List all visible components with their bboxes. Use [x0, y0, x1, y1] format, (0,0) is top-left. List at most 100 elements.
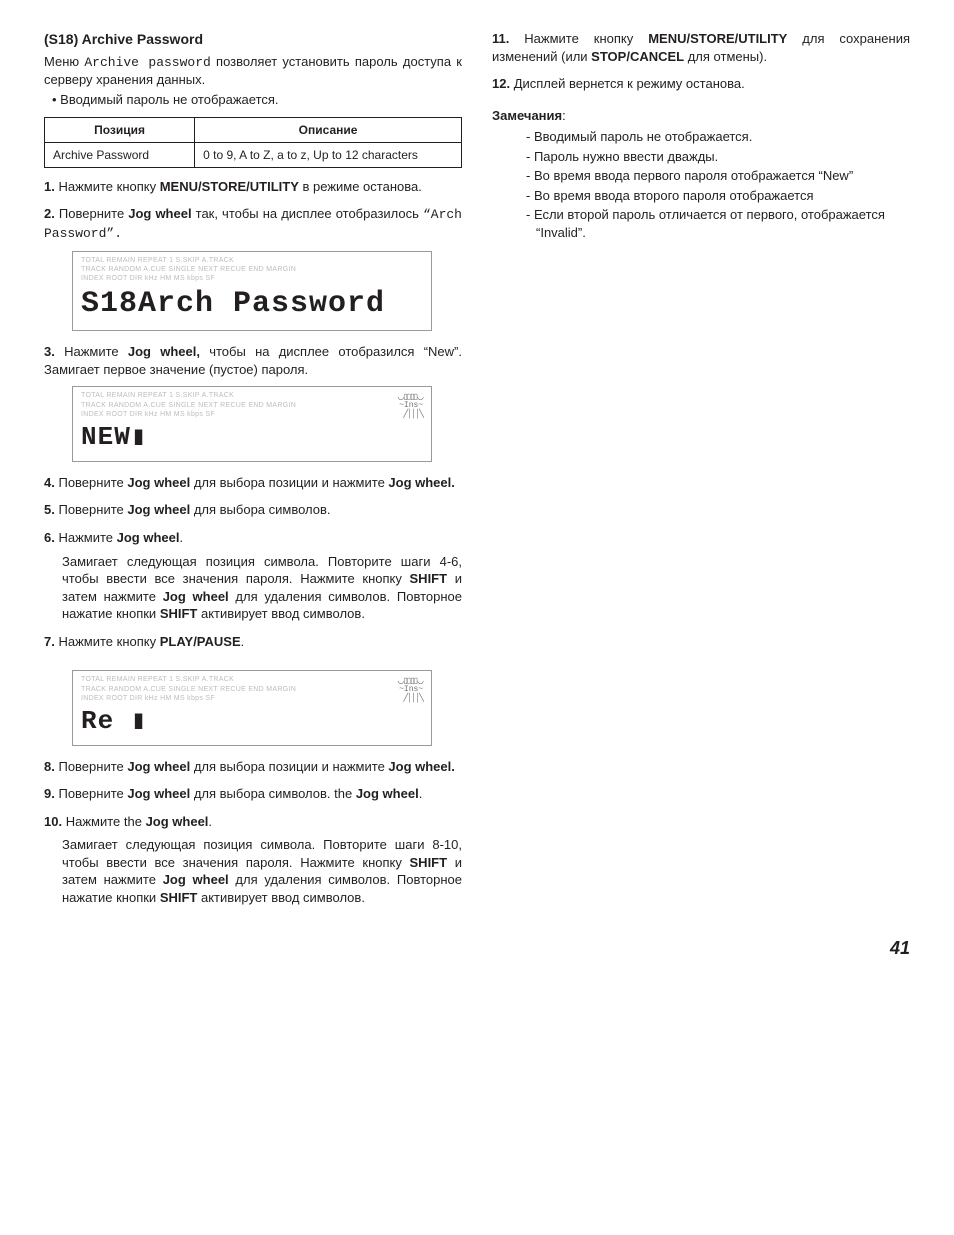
- table-cell-description: 0 to 9, A to Z, a to z, Up to 12 charact…: [195, 142, 462, 167]
- lcd-display-1: TOTAL REMAIN REPEAT 1 S.SKIP A.TRACK TRA…: [72, 251, 432, 332]
- text: для выбора символов.: [194, 502, 331, 517]
- note-item: - Во время ввода первого пароля отобража…: [526, 167, 910, 185]
- page-number: 41: [44, 936, 910, 960]
- notes-heading: Замечания:: [492, 107, 910, 125]
- bold: MENU/STORE/UTILITY: [160, 179, 299, 194]
- bold: Jog wheel: [163, 589, 229, 604]
- lcd-top-line: INDEX ROOT DIR kHz HM MS kbps SF: [81, 274, 296, 283]
- note-item: - Если второй пароль отличается от перво…: [526, 206, 910, 241]
- steps-list: 1. Нажмите кнопку MENU/STORE/UTILITY в р…: [44, 178, 462, 907]
- step-12: 12. Дисплей вернется к режиму останова.: [492, 75, 910, 93]
- bold: Jog wheel: [146, 814, 209, 829]
- step-number: 4.: [44, 475, 55, 490]
- note-item: - Пароль нужно ввести дважды.: [526, 148, 910, 166]
- step-6: 6. Нажмите Jog wheel. Замигает следующая…: [44, 529, 462, 623]
- steps-list-right: 11. Нажмите кнопку MENU/STORE/UTILITY дл…: [492, 30, 910, 93]
- lcd-annotations: TOTAL REMAIN REPEAT 1 S.SKIP A.TRACK TRA…: [73, 387, 431, 419]
- step-number: 11.: [492, 31, 509, 46]
- table-header-position: Позиция: [45, 117, 195, 142]
- bold: PLAY/PAUSE: [160, 634, 241, 649]
- lcd-annotations: TOTAL REMAIN REPEAT 1 S.SKIP A.TRACK TRA…: [73, 252, 431, 284]
- step-10: 10. Нажмите the Jog wheel. Замигает след…: [44, 813, 462, 907]
- text: Замигает следующая позиция символа. Повт…: [62, 554, 462, 587]
- lcd-display-3: ◡▯▯▯▯◡ ~Ins~ ╱│││╲ TOTAL REMAIN REPEAT 1…: [72, 670, 432, 745]
- table-row: Archive Password 0 to 9, A to Z, a to z,…: [45, 142, 462, 167]
- bold: STOP/CANCEL: [591, 49, 684, 64]
- intro-pre: Меню: [44, 54, 84, 69]
- step-number: 5.: [44, 502, 55, 517]
- step-4: 4. Поверните Jog wheel для выбора позици…: [44, 474, 462, 492]
- step-number: 2.: [44, 206, 55, 221]
- step-number: 10.: [44, 814, 62, 829]
- lcd-meter: ◡▯▯▯▯◡ ~Ins~ ╱│││╲: [397, 677, 423, 702]
- text: так, чтобы на дисплее отобразилось: [192, 206, 423, 221]
- bold: Jog wheel: [127, 759, 190, 774]
- table-header-row: Позиция Описание: [45, 117, 462, 142]
- step-5: 5. Поверните Jog wheel для выбора символ…: [44, 501, 462, 519]
- text: .: [419, 786, 423, 801]
- intro-text: Меню Archive password позволяет установи…: [44, 53, 462, 89]
- text: для выбора символов. the: [194, 786, 356, 801]
- step-7: 7. Нажмите кнопку PLAY/PAUSE. ◡▯▯▯▯◡ ~In…: [44, 633, 462, 746]
- text: для выбора позиции и нажмите: [190, 759, 388, 774]
- bold: Jog wheel,: [128, 344, 200, 359]
- step-9: 9. Поверните Jog wheel для выбора символ…: [44, 785, 462, 803]
- lcd-top-line: TOTAL REMAIN REPEAT 1 S.SKIP A.TRACK: [81, 391, 296, 400]
- right-column: 11. Нажмите кнопку MENU/STORE/UTILITY дл…: [492, 30, 910, 916]
- step-number: 1.: [44, 179, 55, 194]
- text: Поверните: [59, 206, 128, 221]
- lcd-main-text: Re ▮: [73, 704, 431, 745]
- step-3: 3. Нажмите Jog wheel, чтобы на дисплее о…: [44, 343, 462, 462]
- bold: Jog wheel.: [388, 475, 454, 490]
- lcd-top-line: INDEX ROOT DIR kHz HM MS kbps SF: [81, 694, 296, 703]
- step-8: 8. Поверните Jog wheel для выбора позици…: [44, 758, 462, 776]
- step-number: 7.: [44, 634, 55, 649]
- lcd-top-line: TRACK RANDOM A.CUE SINGLE NEXT RECUE END…: [81, 401, 296, 410]
- lcd-main-text: NEW▮: [73, 420, 431, 461]
- section-title: (S18) Archive Password: [44, 30, 462, 49]
- notes-heading-bold: Замечания: [492, 108, 562, 123]
- text: Дисплей вернется к режиму останова.: [514, 76, 745, 91]
- step-number: 8.: [44, 759, 55, 774]
- bold: Jog wheel: [127, 502, 193, 517]
- lcd-top-line: TRACK RANDOM A.CUE SINGLE NEXT RECUE END…: [81, 265, 296, 274]
- lcd-top-line: INDEX ROOT DIR kHz HM MS kbps SF: [81, 410, 296, 419]
- bold: SHIFT: [160, 890, 198, 905]
- text: Нажмите кнопку: [58, 634, 159, 649]
- text: Поверните: [58, 759, 127, 774]
- bold: SHIFT: [410, 855, 448, 870]
- text: Нажмите кнопку: [524, 31, 648, 46]
- bold: Jog wheel: [128, 206, 191, 221]
- step-number: 9.: [44, 786, 55, 801]
- left-column: (S18) Archive Password Меню Archive pass…: [44, 30, 462, 916]
- step-6-detail: Замигает следующая позиция символа. Повт…: [62, 553, 462, 623]
- lcd-top-line: TRACK RANDOM A.CUE SINGLE NEXT RECUE END…: [81, 685, 296, 694]
- step-10-detail: Замигает следующая позиция символа. Повт…: [62, 836, 462, 906]
- text: .: [241, 634, 245, 649]
- text: Поверните: [58, 475, 127, 490]
- text: Нажмите the: [66, 814, 146, 829]
- intro-code: Archive password: [84, 55, 210, 70]
- note-item: - Во время ввода второго пароля отобража…: [526, 187, 910, 205]
- lcd-annotations: TOTAL REMAIN REPEAT 1 S.SKIP A.TRACK TRA…: [73, 671, 431, 703]
- bold: Jog wheel: [127, 475, 190, 490]
- text: активирует ввод символов.: [197, 890, 365, 905]
- step-number: 12.: [492, 76, 510, 91]
- param-table: Позиция Описание Archive Password 0 to 9…: [44, 117, 462, 168]
- text: .: [180, 530, 184, 545]
- step-number: 6.: [44, 530, 55, 545]
- text: Нажмите кнопку: [58, 179, 159, 194]
- bold: SHIFT: [160, 606, 198, 621]
- step-1: 1. Нажмите кнопку MENU/STORE/UTILITY в р…: [44, 178, 462, 196]
- text: активирует ввод символов.: [197, 606, 365, 621]
- step-number: 3.: [44, 344, 55, 359]
- lcd-display-2: ◡▯▯▯▯◡ ~Ins~ ╱│││╲ TOTAL REMAIN REPEAT 1…: [72, 386, 432, 461]
- text: для отмены).: [684, 49, 767, 64]
- text: Замигает следующая позиция символа. Повт…: [62, 837, 462, 870]
- note-item: - Вводимый пароль не отображается.: [526, 128, 910, 146]
- notes-colon: :: [562, 108, 566, 123]
- text: Нажмите: [58, 530, 116, 545]
- lcd-meter: ◡▯▯▯▯◡ ~Ins~ ╱│││╲: [397, 393, 423, 418]
- step-11: 11. Нажмите кнопку MENU/STORE/UTILITY дл…: [492, 30, 910, 65]
- text: Нажмите: [64, 344, 128, 359]
